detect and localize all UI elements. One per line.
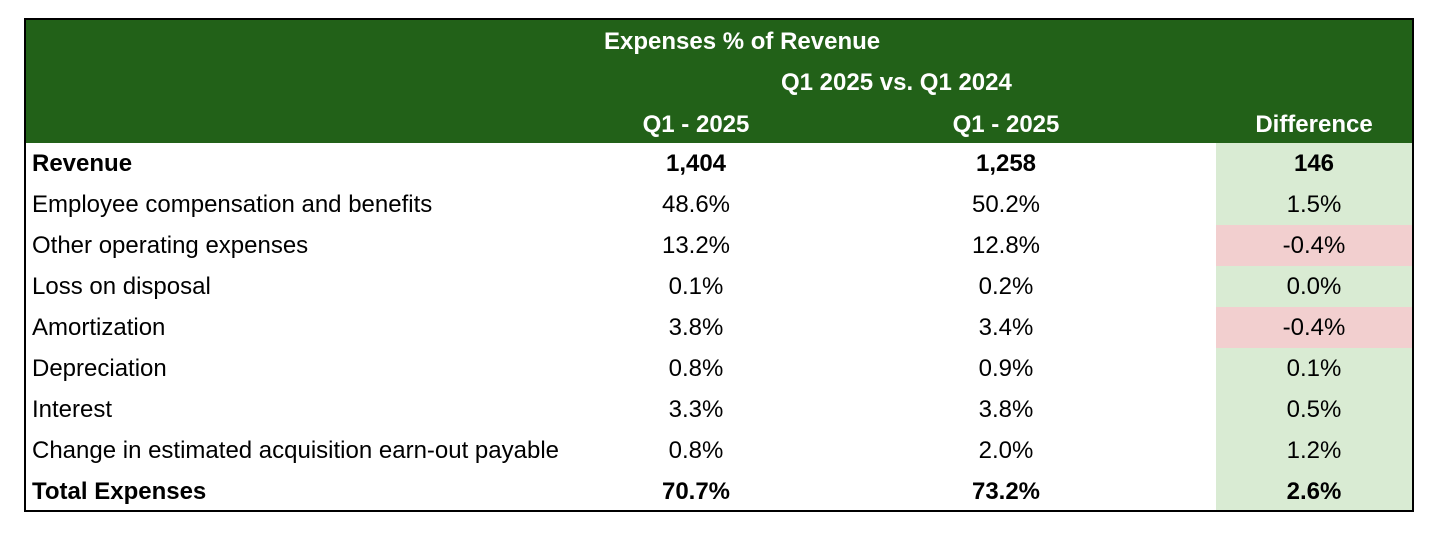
q1-2025-value-cell: 48.6% [661,191,731,218]
q1-2025-value-cell: 1,404 [665,150,727,177]
q1-2024-value-cell: 73.2% [971,478,1041,505]
difference-value-cell: -0.4% [1216,307,1412,348]
difference-value-cell: 2.6% [1216,471,1412,510]
column-header-q1-2025: Q1 - 2025 [642,111,750,138]
row-label-cell: Change in estimated acquisition earn-out… [32,437,560,464]
q1-2025-value-cell: 70.7% [661,478,731,505]
row-label-cell: Interest [32,396,113,423]
table-row: Depreciation 0.8% 0.9% 0.1% [26,348,1412,389]
table-row: Change in estimated acquisition earn-out… [26,430,1412,471]
difference-value-cell: 146 [1216,143,1412,184]
table-row: Amortization 3.8% 3.4% -0.4% [26,307,1412,348]
table-row: Total Expenses 70.7% 73.2% 2.6% [26,471,1412,510]
table-subtitle: Q1 2025 vs. Q1 2024 [781,69,1012,96]
difference-value-cell: 1.2% [1216,430,1412,471]
table-row: Employee compensation and benefits 48.6% 5… [26,184,1412,225]
column-header-q1-2025-second: Q1 - 2025 [952,111,1060,138]
expenses-table: Expenses % of Revenue Q1 2025 vs. Q1 202… [24,18,1414,512]
q1-2025-value-cell: 3.8% [668,314,724,341]
table-row: Loss on disposal 0.1% 0.2% 0.0% [26,266,1412,307]
row-label-cell: Revenue [32,150,133,177]
row-label-cell: Depreciation [32,355,167,382]
q1-2024-value-cell: 3.4% [978,314,1034,341]
q1-2024-value-cell: 1,258 [975,150,1037,177]
q1-2024-value-cell: 2.0% [978,437,1034,464]
q1-2025-value-cell: 0.8% [668,437,724,464]
difference-value-cell: -0.4% [1216,225,1412,266]
table-row: Interest 3.3% 3.8% 0.5% [26,389,1412,430]
table-title: Expenses % of Revenue [604,28,881,55]
table-header: Expenses % of Revenue Q1 2025 vs. Q1 202… [26,20,1412,143]
row-label-cell: Total Expenses [32,478,207,505]
q1-2024-value-cell: 12.8% [971,232,1041,259]
q1-2025-value-cell: 0.1% [668,273,724,300]
difference-value-cell: 0.1% [1216,348,1412,389]
row-label-cell: Amortization [32,314,166,341]
q1-2024-value-cell: 0.2% [978,273,1034,300]
q1-2025-value-cell: 0.8% [668,355,724,382]
difference-value-cell: 0.0% [1216,266,1412,307]
table-row: Other operating expenses 13.2% 12.8% -0.4% [26,225,1412,266]
row-label-cell: Loss on disposal [32,273,211,300]
q1-2025-value-cell: 3.3% [668,396,724,423]
row-label-cell: Employee compensation and benefits [32,191,433,218]
difference-value-cell: 1.5% [1216,184,1412,225]
table-row: Revenue 1,404 1,258 146 [26,143,1412,184]
q1-2024-value-cell: 50.2% [971,191,1041,218]
column-header-difference: Difference [1255,111,1373,138]
q1-2025-value-cell: 13.2% [661,232,731,259]
q1-2024-value-cell: 0.9% [978,355,1034,382]
difference-value-cell: 0.5% [1216,389,1412,430]
row-label-cell: Other operating expenses [32,232,309,259]
q1-2024-value-cell: 3.8% [978,396,1034,423]
